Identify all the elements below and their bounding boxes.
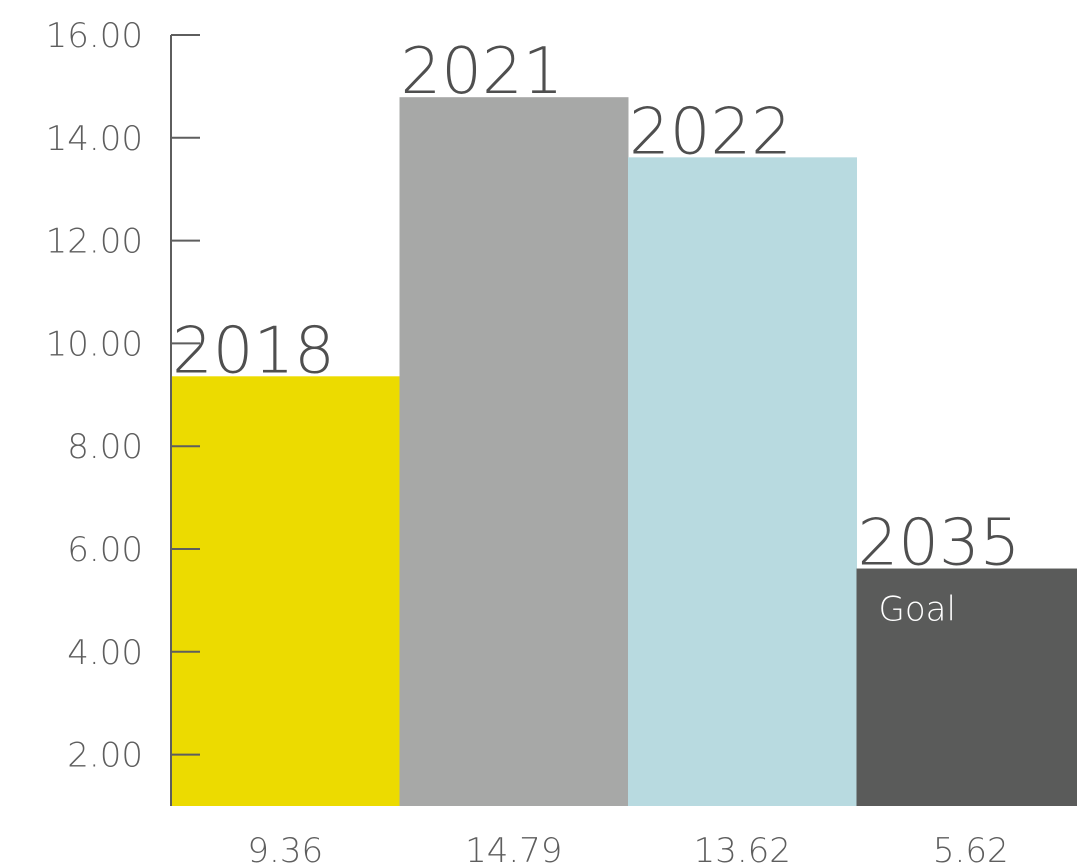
bar-note-label: Goal xyxy=(879,590,956,630)
bars-group xyxy=(171,97,1077,807)
y-tick-label: 6.00 xyxy=(67,530,143,570)
y-axis: 2.00 4.00 6.00 8.00 10.00 12.00 14.00 16.00 xyxy=(46,16,200,806)
bar-2035 xyxy=(856,568,1077,806)
bar-year-label: 2035 xyxy=(858,507,1021,581)
labels-group: 2018 9.36 2021 14.79 2022 13.62 2035 5.62 Goal xyxy=(172,35,1020,868)
y-tick-label: 2.00 xyxy=(67,736,143,776)
bar-year-label: 2022 xyxy=(629,95,792,169)
y-tick-label: 10.00 xyxy=(46,324,143,364)
y-tick-label: 8.00 xyxy=(67,427,143,467)
bar-2022 xyxy=(628,157,857,806)
bar-2021 xyxy=(399,97,629,807)
y-tick-label: 4.00 xyxy=(67,633,143,673)
bar-value-label: 5.62 xyxy=(933,831,1009,868)
bar-value-label: 14.79 xyxy=(465,831,562,868)
bar-value-label: 9.36 xyxy=(247,831,323,868)
bar-2018 xyxy=(171,376,400,806)
y-tick-label: 12.00 xyxy=(46,222,143,262)
bar-value-label: 13.62 xyxy=(694,831,791,868)
bar-year-label: 2018 xyxy=(172,314,335,388)
y-tick-label: 16.00 xyxy=(46,16,143,56)
bar-year-label: 2021 xyxy=(401,35,564,109)
y-tick-label: 14.00 xyxy=(46,119,143,159)
